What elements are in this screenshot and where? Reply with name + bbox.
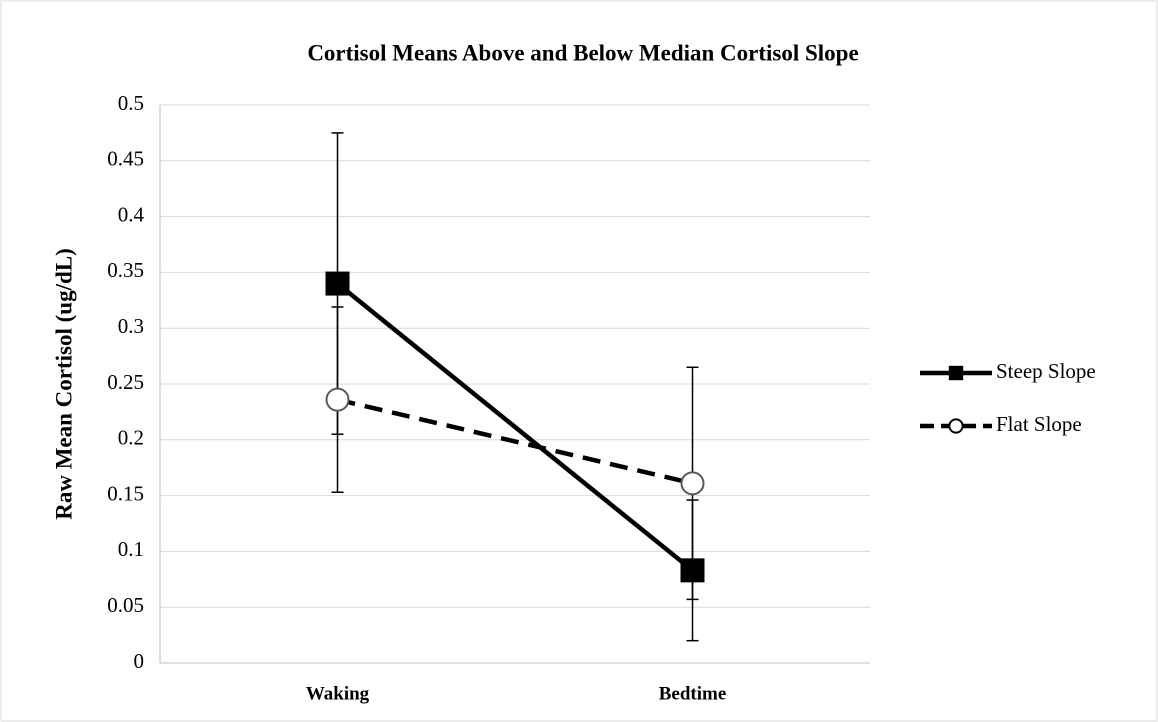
y-tick-label: 0.15 bbox=[107, 481, 144, 505]
legend-label: Steep Slope bbox=[996, 359, 1096, 383]
y-tick-label: 0.3 bbox=[118, 314, 144, 338]
y-tick-label: 0.25 bbox=[107, 370, 144, 394]
y-tick-label: 0.1 bbox=[118, 537, 144, 561]
y-tick-label: 0.4 bbox=[118, 202, 145, 226]
y-axis-label: Raw Mean Cortisol (ug/dL) bbox=[51, 248, 76, 520]
x-tick-label: Waking bbox=[306, 683, 370, 704]
y-tick-label: 0.5 bbox=[118, 91, 144, 115]
legend-marker bbox=[948, 365, 964, 381]
legend-label: Flat Slope bbox=[996, 412, 1082, 436]
x-tick-label: Bedtime bbox=[659, 683, 727, 704]
y-tick-label: 0.45 bbox=[107, 147, 144, 171]
legend-marker bbox=[948, 418, 964, 434]
data-point bbox=[680, 558, 705, 583]
data-point bbox=[680, 471, 705, 496]
y-tick-label: 0.2 bbox=[118, 426, 144, 450]
y-tick-label: 0 bbox=[134, 649, 145, 673]
series-line bbox=[336, 281, 694, 573]
data-point bbox=[325, 271, 350, 296]
chart-title: Cortisol Means Above and Below Median Co… bbox=[307, 40, 858, 65]
y-tick-label: 0.35 bbox=[107, 258, 144, 282]
series-line bbox=[336, 397, 694, 486]
y-tick-label: 0.05 bbox=[107, 593, 144, 617]
data-point bbox=[325, 387, 350, 412]
